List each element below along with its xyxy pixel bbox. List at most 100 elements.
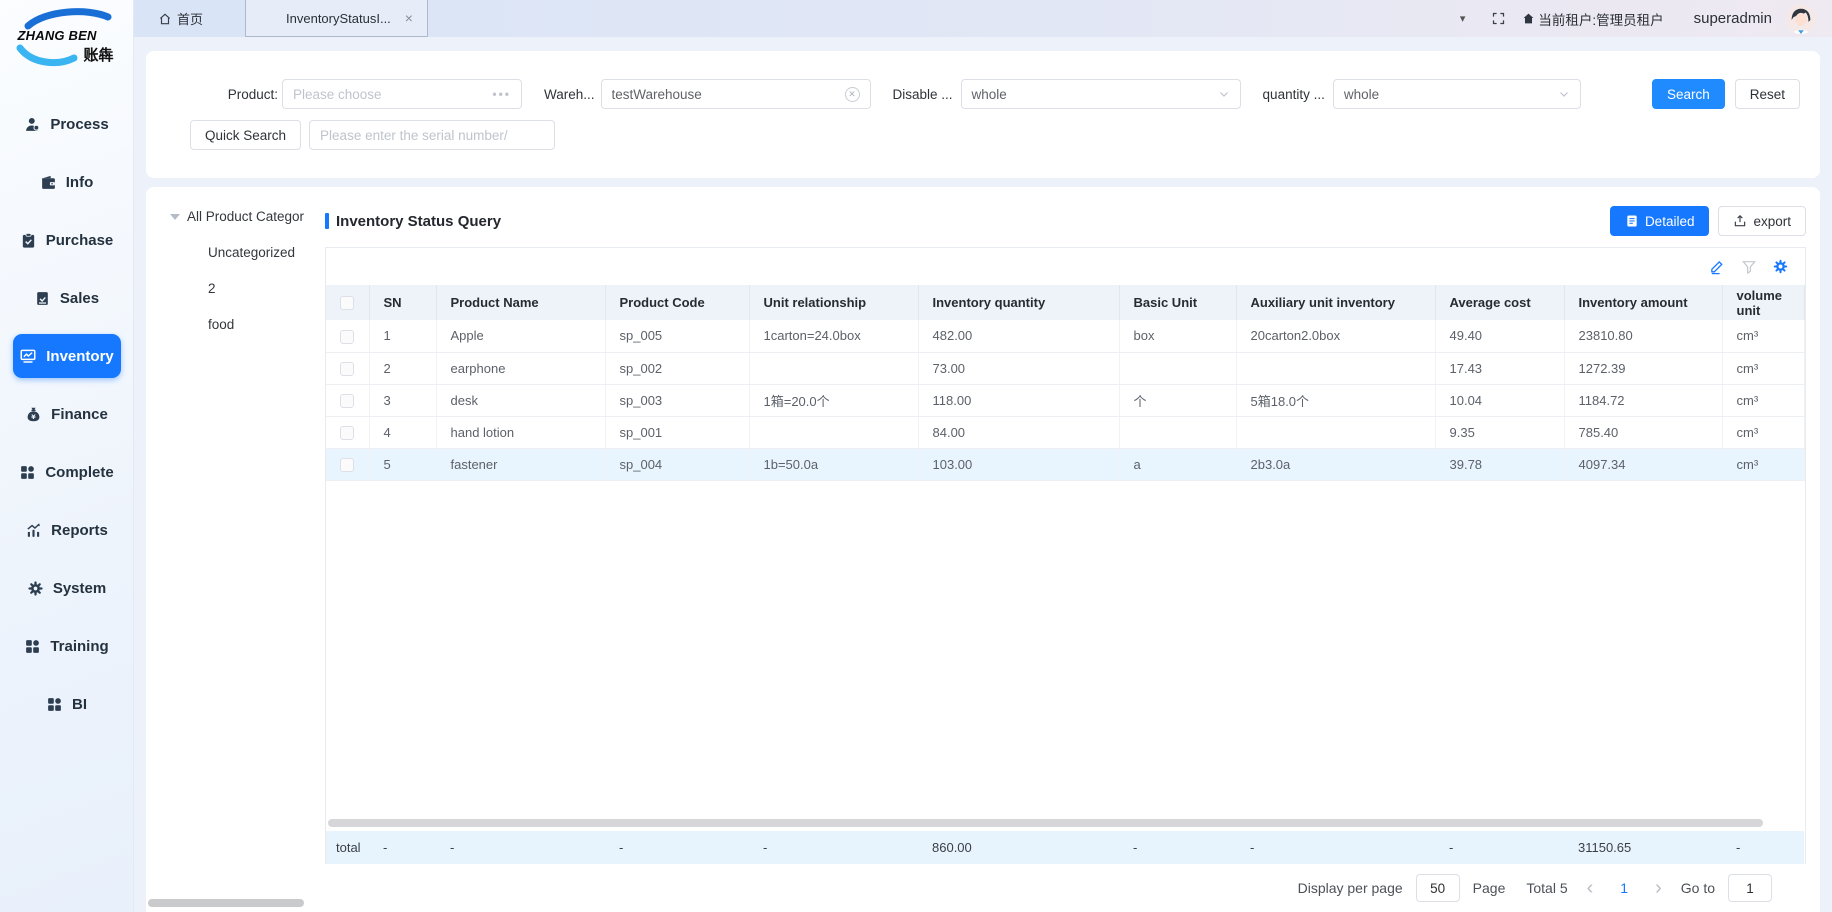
sidebar-item-label: Finance — [51, 406, 108, 423]
username[interactable]: superadmin — [1694, 10, 1772, 27]
current-page[interactable]: 1 — [1612, 880, 1636, 896]
page-content: Product: ••• Wareh... ✕ Disable ... whol… — [134, 37, 1832, 912]
sidebar-item-complete[interactable]: Complete — [13, 450, 121, 494]
table-cell: 1184.72 — [1564, 384, 1722, 416]
tab-close-icon[interactable]: × — [405, 10, 413, 26]
filter-row-2: Quick Search — [166, 120, 1800, 150]
sidebar-item-info[interactable]: Info — [13, 160, 121, 204]
select-all-checkbox[interactable] — [340, 296, 354, 310]
document-icon — [1625, 214, 1639, 228]
sidebar-item-sales[interactable]: Sales — [13, 276, 121, 320]
tree-root-all-categories[interactable]: All Product Categor — [170, 209, 325, 224]
sidebar-item-purchase[interactable]: Purchase — [13, 218, 121, 262]
table-row[interactable]: 3desksp_0031箱=20.0个118.00个5箱18.0个10.0411… — [326, 384, 1804, 416]
tree-item-food[interactable]: food — [208, 317, 325, 332]
total-cell: 31150.65 — [1564, 831, 1722, 864]
table-row[interactable]: 5fastenersp_0041b=50.0a103.00a2b3.0a39.7… — [326, 448, 1804, 480]
sidebar-item-label: Purchase — [46, 232, 114, 249]
total-cell: - — [749, 831, 918, 864]
monitor-chart-icon — [19, 347, 37, 365]
grid-icon — [19, 464, 36, 481]
column-header: Product Code — [605, 285, 749, 320]
tree-item-uncategorized[interactable]: Uncategorized — [208, 245, 325, 260]
sidebar-item-label: BI — [72, 696, 87, 713]
tree-horizontal-scrollbar[interactable] — [148, 899, 304, 907]
table-cell: 17.43 — [1435, 352, 1564, 384]
home-outline-icon — [158, 12, 172, 26]
detailed-button[interactable]: Detailed — [1610, 206, 1710, 236]
goto-page-input[interactable] — [1728, 874, 1772, 902]
fullscreen-icon[interactable] — [1491, 11, 1506, 26]
product-field[interactable]: ••• — [282, 79, 522, 109]
prev-page-icon[interactable]: ‹ — [1581, 878, 1600, 898]
table-cell: 20carton2.0box — [1236, 320, 1435, 352]
total-cell: - — [1236, 831, 1435, 864]
avatar[interactable] — [1786, 4, 1816, 34]
row-checkbox[interactable] — [340, 330, 354, 344]
tabs-dropdown-caret-icon[interactable]: ▾ — [1460, 12, 1466, 25]
sidebar-item-finance[interactable]: ¥ Finance — [13, 392, 121, 436]
sidebar-item-training[interactable]: Training — [13, 624, 121, 668]
table-horizontal-scrollbar[interactable] — [328, 819, 1763, 827]
search-button[interactable]: Search — [1652, 79, 1725, 109]
clear-icon[interactable]: ✕ — [845, 87, 860, 102]
sidebar-item-label: System — [53, 580, 106, 597]
table-cell — [749, 416, 918, 448]
table-row[interactable]: 2earphonesp_00273.0017.431272.39cm³ — [326, 352, 1804, 384]
sidebar-item-system[interactable]: System — [13, 566, 121, 610]
table-header: SNProduct NameProduct CodeUnit relations… — [326, 285, 1804, 320]
current-tenant[interactable]: 当前租户:管理员租户 — [1522, 9, 1663, 29]
table-cell: 5箱18.0个 — [1236, 384, 1435, 416]
table-cell: 1carton=24.0box — [749, 320, 918, 352]
sidebar-item-process[interactable]: Process — [13, 102, 121, 146]
person-icon — [24, 116, 41, 133]
total-count-label: Total 5 — [1526, 880, 1567, 896]
table-cell: 1 — [369, 320, 436, 352]
table-cell — [1119, 416, 1236, 448]
sidebar-item-reports[interactable]: Reports — [13, 508, 121, 552]
column-header: Basic Unit — [1119, 285, 1236, 320]
row-checkbox[interactable] — [340, 362, 354, 376]
table-cell: fastener — [436, 448, 605, 480]
sidebar-item-label: Info — [66, 174, 94, 191]
row-checkbox[interactable] — [340, 458, 354, 472]
page-size-input[interactable] — [1416, 874, 1460, 902]
tab-inventory-status[interactable]: InventoryStatusI... × — [245, 0, 428, 37]
display-per-page-label: Display per page — [1298, 880, 1403, 896]
ellipsis-icon[interactable]: ••• — [492, 87, 511, 101]
export-button[interactable]: export — [1718, 206, 1806, 236]
table-cell: cm³ — [1722, 320, 1804, 352]
table-row[interactable]: 4hand lotionsp_00184.009.35785.40cm³ — [326, 416, 1804, 448]
disable-select[interactable]: whole — [961, 79, 1241, 109]
table-cell: 785.40 — [1564, 416, 1722, 448]
next-page-icon[interactable]: › — [1649, 878, 1668, 898]
table-cell: Apple — [436, 320, 605, 352]
doc-check-icon — [34, 290, 51, 307]
quick-search-button[interactable]: Quick Search — [190, 120, 301, 150]
filter-funnel-icon[interactable] — [1741, 259, 1757, 275]
goto-label: Go to — [1681, 880, 1715, 896]
sidebar-item-bi[interactable]: BI — [13, 682, 121, 726]
total-cell: - — [1435, 831, 1564, 864]
row-checkbox[interactable] — [340, 394, 354, 408]
table-cell: 个 — [1119, 384, 1236, 416]
sidebar-item-inventory[interactable]: Inventory — [13, 334, 121, 378]
home-filled-icon — [1522, 12, 1535, 25]
category-tree: All Product Categor Uncategorized 2 food — [146, 187, 325, 912]
tree-item-2[interactable]: 2 — [208, 281, 325, 296]
table-cell: sp_001 — [605, 416, 749, 448]
warehouse-field[interactable]: ✕ — [601, 79, 871, 109]
reset-button[interactable]: Reset — [1735, 79, 1800, 109]
tree-caret-icon[interactable] — [170, 214, 180, 220]
column-settings-gear-icon[interactable] — [1772, 258, 1789, 275]
row-checkbox[interactable] — [340, 426, 354, 440]
table-cell: 9.35 — [1435, 416, 1564, 448]
table-row[interactable]: 1Applesp_0051carton=24.0box482.00box20ca… — [326, 320, 1804, 352]
quick-search-input[interactable] — [320, 128, 544, 143]
warehouse-input[interactable] — [612, 87, 839, 102]
home-nav[interactable]: 首页 — [158, 9, 203, 28]
quantity-select[interactable]: whole — [1333, 79, 1581, 109]
quick-search-field[interactable] — [309, 120, 555, 150]
product-input[interactable] — [293, 87, 486, 102]
edit-pencil-icon[interactable] — [1709, 258, 1726, 275]
